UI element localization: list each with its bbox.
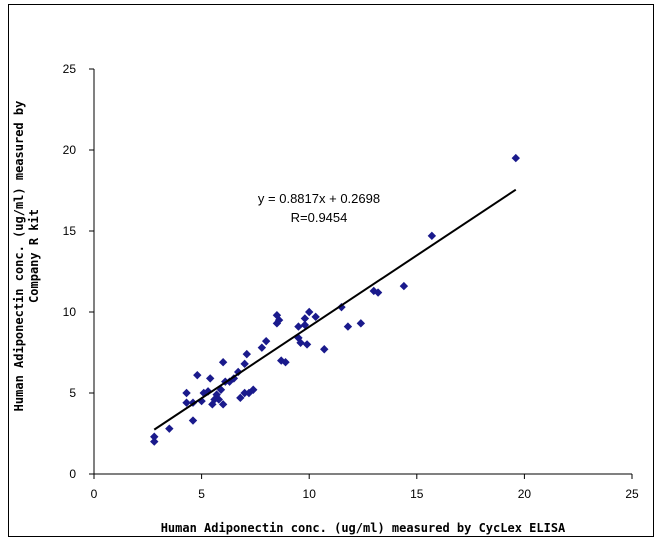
trendline-group bbox=[153, 188, 517, 431]
data-point bbox=[188, 398, 198, 407]
y-axis-title-line-1: Human Adiponectin conc. (ug/ml) measured… bbox=[12, 101, 26, 412]
data-point bbox=[240, 388, 249, 398]
data-point bbox=[274, 315, 284, 325]
scatter-chart: 0 5 10 15 20 25 0 5 10 15 20 25 y = 0.8817x + 0.26… bbox=[12, 62, 639, 535]
data-point bbox=[150, 432, 159, 441]
data-point bbox=[150, 437, 159, 446]
data-point bbox=[261, 336, 271, 346]
correlation-label: R=0.9454 bbox=[291, 210, 348, 225]
data-point bbox=[300, 314, 310, 323]
data-point bbox=[182, 388, 191, 398]
data-point bbox=[305, 307, 314, 317]
data-point bbox=[218, 400, 228, 409]
y-tick-label: 15 bbox=[63, 224, 77, 238]
data-point bbox=[244, 388, 254, 398]
x-tick-label: 0 bbox=[91, 487, 98, 501]
data-point bbox=[188, 416, 198, 425]
y-axis-title-line-2: Company R kit bbox=[27, 209, 41, 303]
y-tick-label: 5 bbox=[69, 386, 76, 400]
data-point bbox=[511, 153, 520, 163]
x-tick-label: 5 bbox=[198, 487, 205, 501]
data-point bbox=[240, 359, 249, 369]
x-tick-label: 15 bbox=[410, 487, 424, 501]
data-point bbox=[193, 370, 202, 380]
y-tick-label: 25 bbox=[63, 62, 77, 76]
data-point bbox=[302, 340, 312, 349]
data-point bbox=[296, 338, 305, 347]
data-point bbox=[233, 367, 243, 377]
data-point bbox=[373, 288, 383, 297]
data-point bbox=[165, 424, 174, 433]
y-axis-title: Human Adiponectin conc. (ug/ml) measured… bbox=[12, 101, 41, 412]
x-axis-title: Human Adiponectin conc. (ug/ml) measured… bbox=[161, 521, 566, 535]
y-tick-label: 10 bbox=[63, 305, 77, 319]
data-point bbox=[242, 349, 251, 359]
trendline-equation: y = 0.8817x + 0.2698 bbox=[258, 191, 380, 206]
x-tick-label: 10 bbox=[303, 487, 317, 501]
axes bbox=[89, 68, 633, 479]
data-point bbox=[182, 398, 191, 407]
x-tick-label: 25 bbox=[625, 487, 639, 501]
x-tick-label: 20 bbox=[518, 487, 532, 501]
data-point bbox=[206, 374, 215, 383]
data-point bbox=[311, 312, 320, 322]
data-point bbox=[356, 319, 366, 328]
data-point bbox=[236, 393, 245, 403]
y-tick-labels: 0 5 10 15 20 25 bbox=[63, 62, 77, 481]
data-point bbox=[249, 385, 258, 394]
x-tick-labels: 0 5 10 15 20 25 bbox=[91, 487, 639, 501]
data-point bbox=[212, 390, 221, 399]
data-point bbox=[257, 343, 267, 352]
data-point bbox=[294, 322, 303, 331]
data-point bbox=[281, 358, 290, 367]
y-tick-label: 20 bbox=[63, 143, 77, 157]
data-point bbox=[320, 345, 329, 354]
trendline bbox=[153, 188, 517, 431]
data-point bbox=[399, 281, 409, 291]
data-point bbox=[214, 395, 224, 404]
data-point bbox=[343, 322, 353, 331]
data-point bbox=[427, 231, 437, 241]
chart-frame: 0 5 10 15 20 25 0 5 10 15 20 25 y = 0.8817x + 0.26… bbox=[8, 4, 654, 537]
data-point bbox=[218, 358, 228, 367]
y-tick-label: 0 bbox=[69, 467, 76, 481]
